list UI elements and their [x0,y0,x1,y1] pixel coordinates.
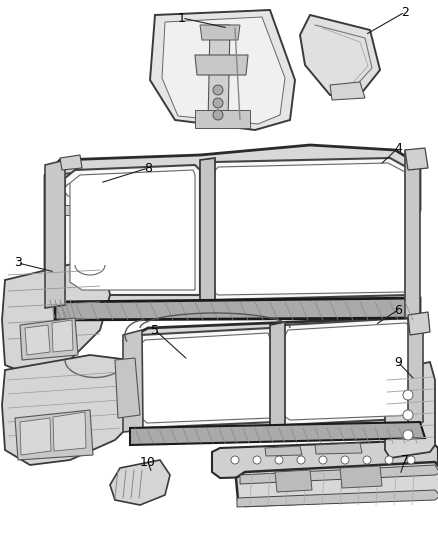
Circle shape [213,98,223,108]
Polygon shape [45,160,65,308]
Polygon shape [123,330,143,432]
Polygon shape [214,163,405,295]
Polygon shape [265,446,302,456]
Text: 10: 10 [140,456,156,470]
Polygon shape [210,158,408,300]
Polygon shape [50,170,100,205]
Polygon shape [15,410,93,460]
Polygon shape [162,17,285,124]
Polygon shape [110,460,170,505]
Polygon shape [270,322,285,428]
Text: 3: 3 [14,256,22,270]
Text: 4: 4 [394,141,402,155]
Polygon shape [240,465,438,484]
Polygon shape [315,443,362,454]
Polygon shape [330,82,365,100]
Polygon shape [408,312,430,335]
Polygon shape [200,25,240,40]
Polygon shape [275,470,312,492]
Polygon shape [45,145,420,315]
Polygon shape [138,333,271,423]
Circle shape [385,456,393,464]
Polygon shape [150,10,295,130]
Text: 1: 1 [178,12,186,25]
Polygon shape [195,55,248,75]
Circle shape [319,456,327,464]
Polygon shape [60,155,82,170]
Polygon shape [70,170,195,290]
Polygon shape [25,325,50,355]
Circle shape [403,410,413,420]
Polygon shape [385,362,435,458]
Polygon shape [208,25,230,125]
Text: 6: 6 [394,303,402,317]
Polygon shape [65,165,200,295]
Circle shape [253,456,261,464]
Polygon shape [20,318,78,360]
Polygon shape [125,318,425,435]
Circle shape [213,85,223,95]
Polygon shape [53,412,86,451]
Circle shape [363,456,371,464]
Circle shape [407,456,415,464]
Polygon shape [2,355,145,465]
Circle shape [403,430,413,440]
Polygon shape [340,466,382,488]
Polygon shape [200,158,215,302]
Polygon shape [55,298,420,320]
Polygon shape [280,318,420,425]
Polygon shape [55,205,95,215]
Text: 2: 2 [401,5,409,19]
Polygon shape [284,323,417,420]
Circle shape [65,183,79,197]
Circle shape [275,456,283,464]
Polygon shape [236,462,438,506]
Polygon shape [405,148,428,170]
Text: 9: 9 [394,356,402,368]
Polygon shape [300,15,380,95]
Polygon shape [195,110,250,128]
Text: 7: 7 [401,454,409,466]
Polygon shape [20,418,51,455]
Polygon shape [115,358,140,418]
Polygon shape [130,422,425,445]
Circle shape [213,110,223,120]
Text: 8: 8 [144,161,152,174]
Text: 5: 5 [151,324,159,336]
Polygon shape [408,318,423,428]
Polygon shape [2,262,110,375]
Polygon shape [212,440,438,478]
Polygon shape [132,328,275,428]
Circle shape [297,456,305,464]
Circle shape [231,456,239,464]
Circle shape [341,456,349,464]
Polygon shape [405,150,420,318]
Polygon shape [52,320,73,352]
Polygon shape [237,490,438,507]
Circle shape [403,390,413,400]
